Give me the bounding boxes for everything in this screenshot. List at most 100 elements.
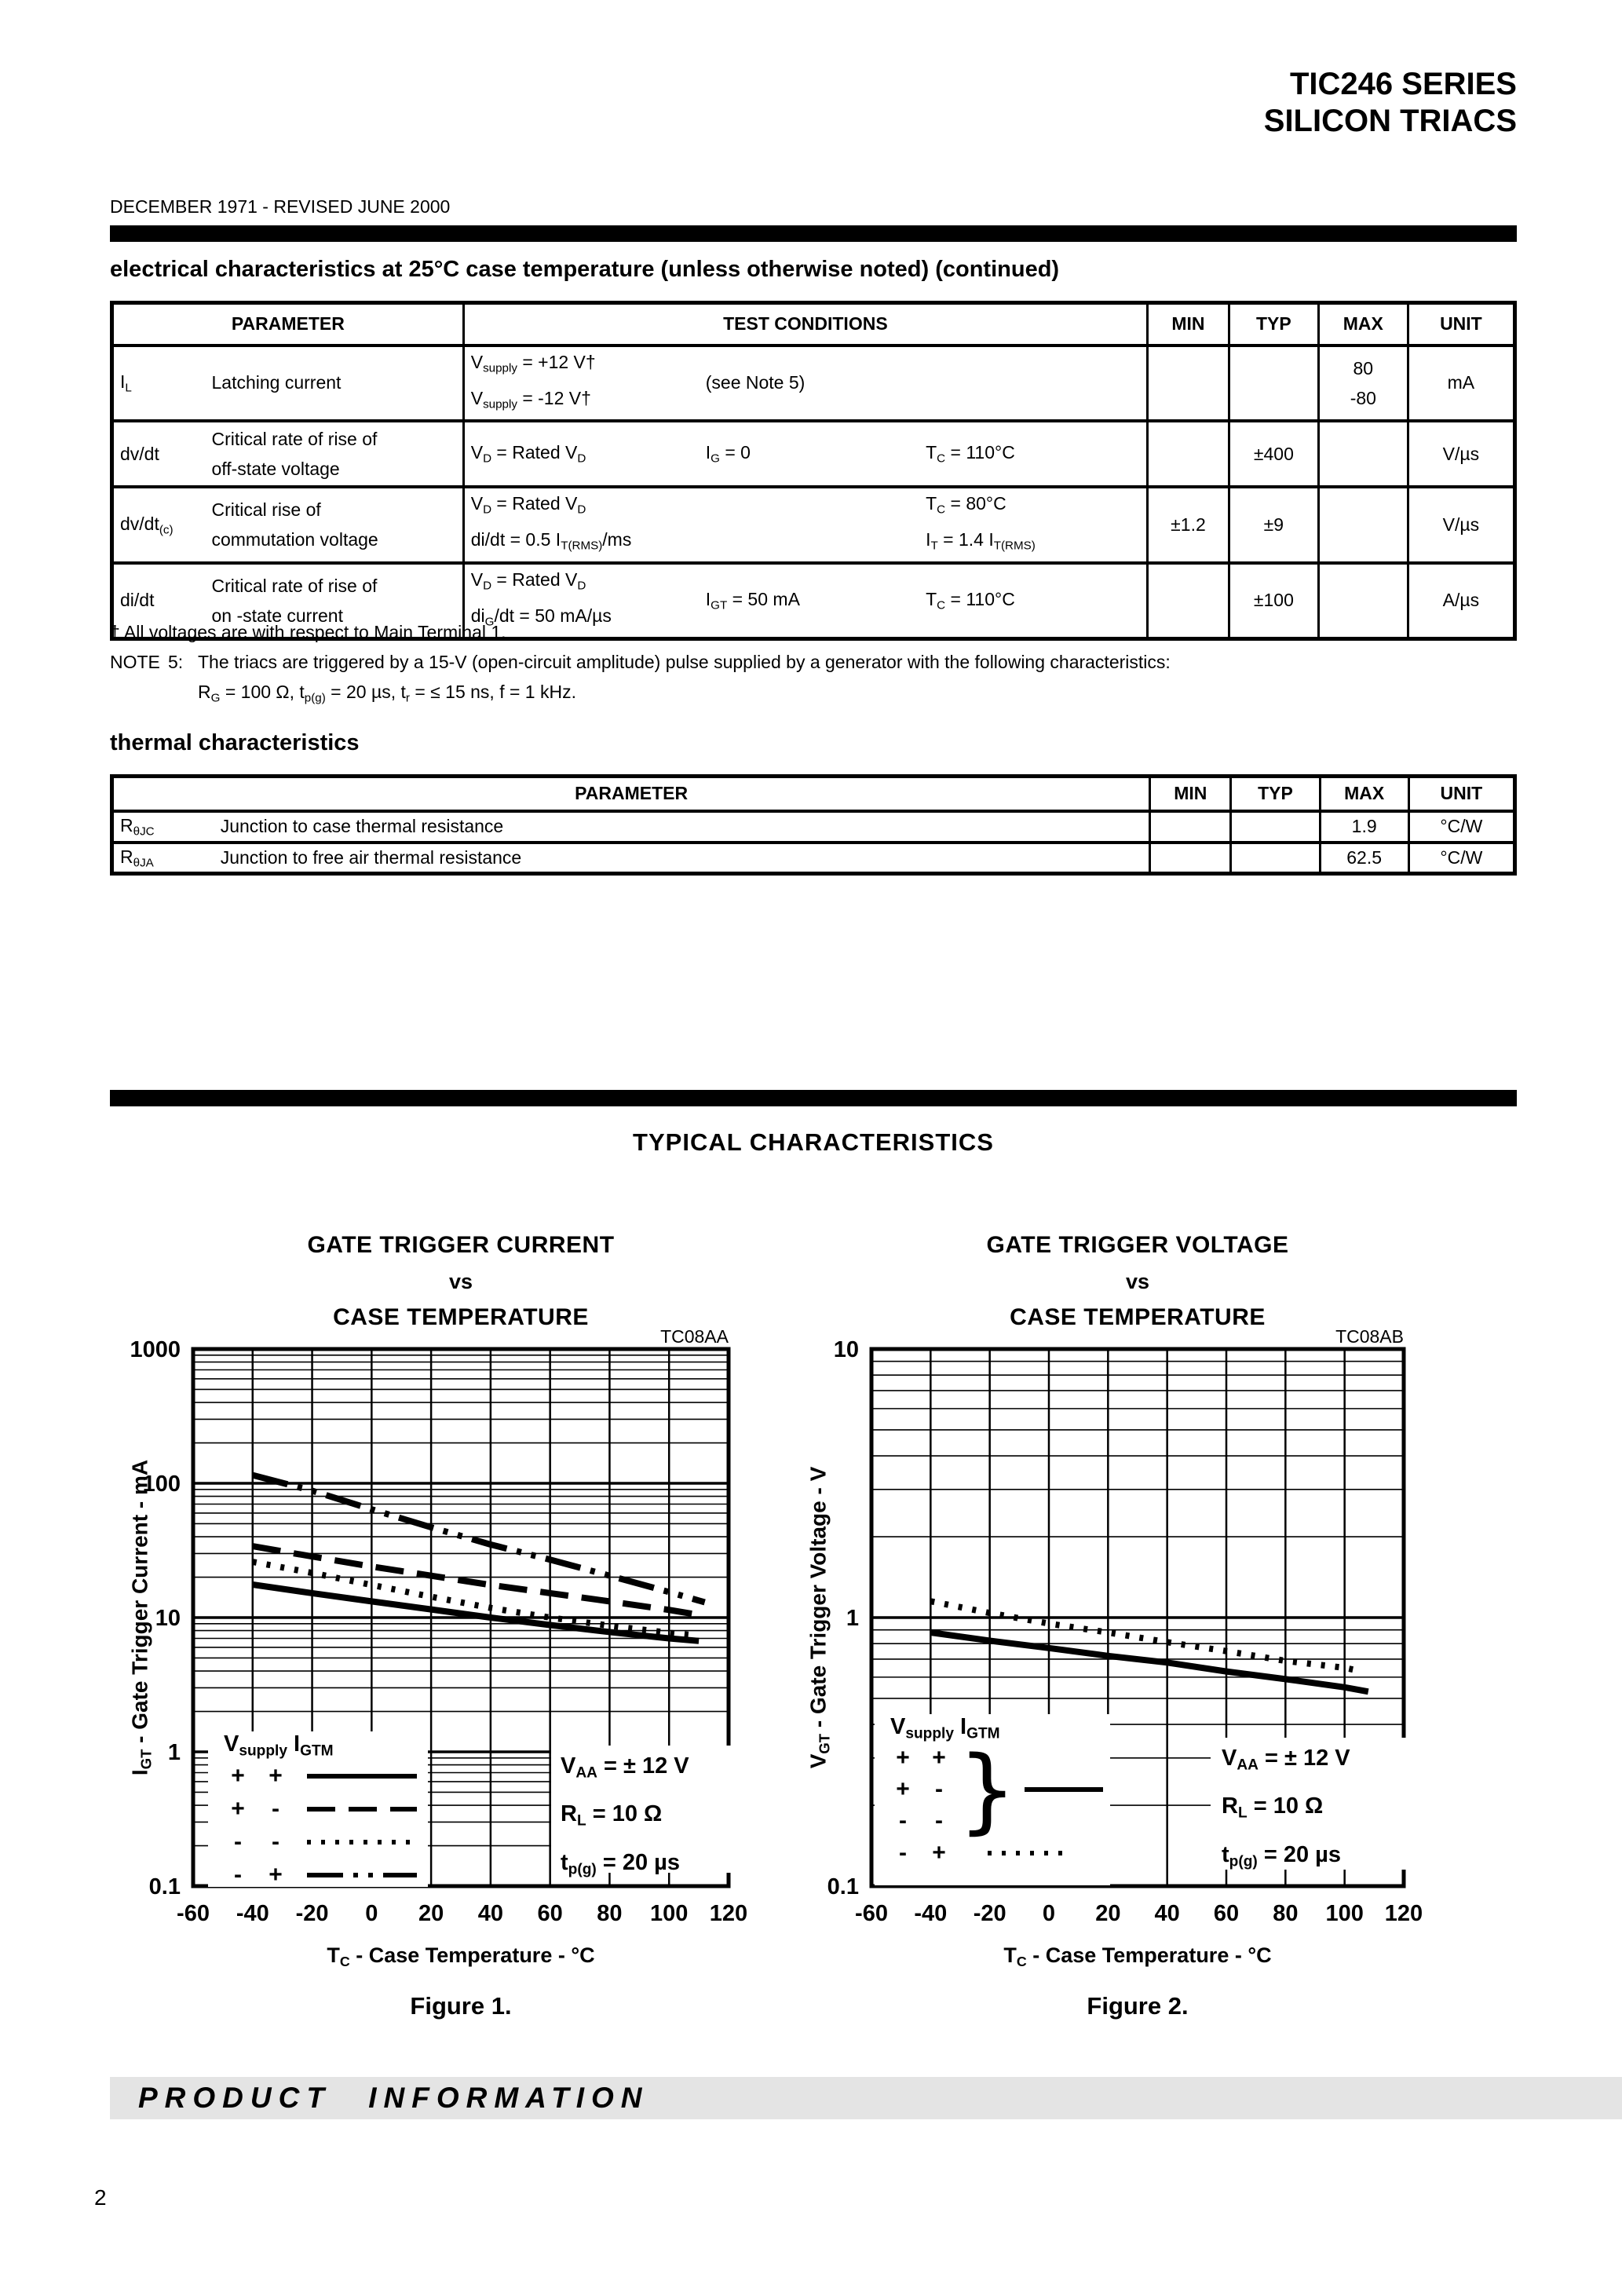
figure-title-vs: vs [448, 1270, 473, 1293]
col-header-parameter: PARAMETER [111, 302, 464, 347]
x-tick-label: 100 [650, 1901, 688, 1926]
legend: Vsupply IGTM + + + - - - - + [208, 1731, 428, 1888]
max-value: 80 -80 [1317, 343, 1408, 421]
col-header-unit: UNIT [1407, 776, 1515, 813]
x-tick-label: -60 [177, 1901, 210, 1926]
legend-row: -- [208, 1826, 428, 1859]
test-condition: IGT = 50 mA [699, 561, 920, 639]
x-tick-label: 20 [1095, 1901, 1120, 1926]
condition-line: VAA = ± 12 V [561, 1753, 689, 1782]
table-header-row: PARAMETER TEST CONDITIONS MIN TYP MAX UN… [111, 302, 1515, 347]
name-line: Critical rate of rise of [211, 429, 378, 449]
max-value [1317, 485, 1408, 563]
x-tick-label: 100 [1325, 1901, 1363, 1926]
legend-brace: } [958, 1735, 1017, 1844]
test-condition: VD = Rated VD diG/dt = 50 mA/µs [462, 561, 700, 639]
name-line: commutation voltage [211, 529, 378, 550]
min-value: ±1.2 [1146, 485, 1229, 563]
x-tick-label: -20 [974, 1901, 1006, 1926]
legend-sign: + [231, 1796, 245, 1823]
param-symbol: di/dt [111, 561, 206, 639]
typ-value: ±9 [1227, 485, 1319, 563]
legend-sign: - [272, 1796, 279, 1823]
legend-row: -- [875, 1805, 958, 1837]
figure-subtitle: CASE TEMPERATURE [333, 1304, 589, 1330]
test-condition: VD = Rated VD [462, 419, 700, 487]
param-name: Critical rate of rise of off-state volta… [205, 419, 464, 487]
legend-row: - + [208, 1859, 428, 1892]
section-title-thermal: thermal characteristics [110, 730, 360, 755]
typical-characteristics-title: TYPICAL CHARACTERISTICS [633, 1128, 994, 1156]
max-value [1317, 561, 1408, 639]
table-row: dv/dt(c) Critical rise of commutation vo… [111, 485, 1515, 563]
name-line: Critical rise of [211, 499, 321, 521]
x-tick-label: 20 [418, 1901, 444, 1926]
legend-sign: - [935, 1808, 943, 1834]
test-condition: Vsupply = +12 V† Vsupply = -12 V† [462, 343, 700, 421]
note-5-continued: RG = 100 Ω, tp(g) = 20 µs, tr = ≤ 15 ns,… [198, 682, 576, 705]
name-line: off-state voltage [211, 459, 340, 479]
series-title: TIC246 SERIES [1289, 67, 1517, 101]
legend-row: - + [875, 1837, 1110, 1870]
series-dotted [252, 1559, 693, 1639]
figure-2: -60 -40 -20 0 20 40 60 80 100 120 10 1 0.1 GATE TRIG… [796, 1213, 1503, 2057]
legend-line-sample-dotted [307, 1840, 417, 1845]
table-row: di/dt Critical rate of rise of on -state… [111, 561, 1515, 639]
figure-subtitle: CASE TEMPERATURE [1010, 1304, 1266, 1330]
plot-border [869, 1347, 1406, 1888]
legend-sign: - [234, 1829, 242, 1855]
revision-date: DECEMBER 1971 - REVISED JUNE 2000 [110, 196, 451, 217]
notes-block: † All voltages are with respect to Main … [110, 617, 1523, 713]
legend-group: + + + - - -} [875, 1742, 1110, 1837]
figure-title: GATE TRIGGER CURRENT [307, 1232, 615, 1258]
param-name: Critical rise of commutation voltage [205, 485, 464, 563]
x-axis-label: TC - Case Temperature - °C [1003, 1943, 1272, 1969]
figure-1: -60 -40 -20 0 20 40 60 80 100 120 1000 100 10 1 0.1 GA… [118, 1213, 793, 2057]
max-value [1317, 419, 1408, 487]
thermal-characteristics-table: PARAMETER MIN TYP MAX UNIT RθJC Junction… [110, 774, 1517, 876]
electrical-characteristics-table: PARAMETER TEST CONDITIONS MIN TYP MAX UN… [110, 301, 1517, 641]
legend-group-signs: + + + - - - [875, 1742, 958, 1837]
col-header-min: MIN [1146, 302, 1229, 347]
legend-row: + + [208, 1760, 428, 1793]
col-header-typ: TYP [1229, 776, 1321, 813]
table-row: RθJA Junction to free air thermal resist… [111, 840, 1515, 874]
typ-value [1227, 343, 1319, 421]
condition-line: VD = Rated VD [470, 569, 586, 592]
name-line: on -state current [211, 605, 343, 626]
legend-header: Vsupply IGTM [890, 1714, 1000, 1742]
figure-title: GATE TRIGGER VOLTAGE [986, 1232, 1289, 1258]
legend-sign: + [932, 1840, 946, 1866]
legend-sign: - [899, 1808, 907, 1834]
condition-line: RL = 10 Ω [561, 1801, 663, 1830]
plot-border [191, 1347, 731, 1888]
legend-line-sample-solid [307, 1774, 417, 1779]
x-tick-label: 80 [1273, 1901, 1298, 1926]
typ-value: ±100 [1227, 561, 1319, 639]
y-tick-label: 1 [168, 1740, 181, 1765]
unit-value: A/µs [1406, 561, 1515, 639]
unit-value: V/µs [1406, 485, 1515, 563]
y-tick-label: 0.1 [149, 1874, 181, 1899]
min-value [1146, 419, 1229, 487]
test-condition: TC = 80°C IT = 1.4 IT(RMS) [919, 485, 1148, 563]
note-5: NOTE 5: The triacs are triggered by a 15… [110, 647, 1523, 677]
legend-sign: - [899, 1840, 907, 1866]
series-dashed [252, 1543, 706, 1619]
legend-sign: + [896, 1745, 910, 1771]
table-row: dv/dt Critical rate of rise of off-state… [111, 419, 1515, 487]
device-type-title: SILICON TRIACS [1263, 104, 1517, 138]
param-symbol: IL [111, 343, 206, 421]
legend-sign: - [935, 1776, 943, 1803]
test-condition: IG = 0 [699, 419, 920, 487]
note-text: The triacs are triggered by a 15-V (open… [198, 652, 1171, 672]
condition-line: VD = Rated VD [470, 493, 586, 517]
condition-line: tp(g) = 20 µs [561, 1849, 680, 1878]
figure-title-vs: vs [1125, 1270, 1150, 1293]
min-value [1146, 561, 1229, 639]
y-axis-label: VGT - Gate Trigger Voltage - V [806, 1466, 833, 1769]
x-tick-label: 40 [478, 1901, 503, 1926]
series-solid [252, 1581, 700, 1644]
x-tick-label: 0 [1043, 1901, 1055, 1926]
